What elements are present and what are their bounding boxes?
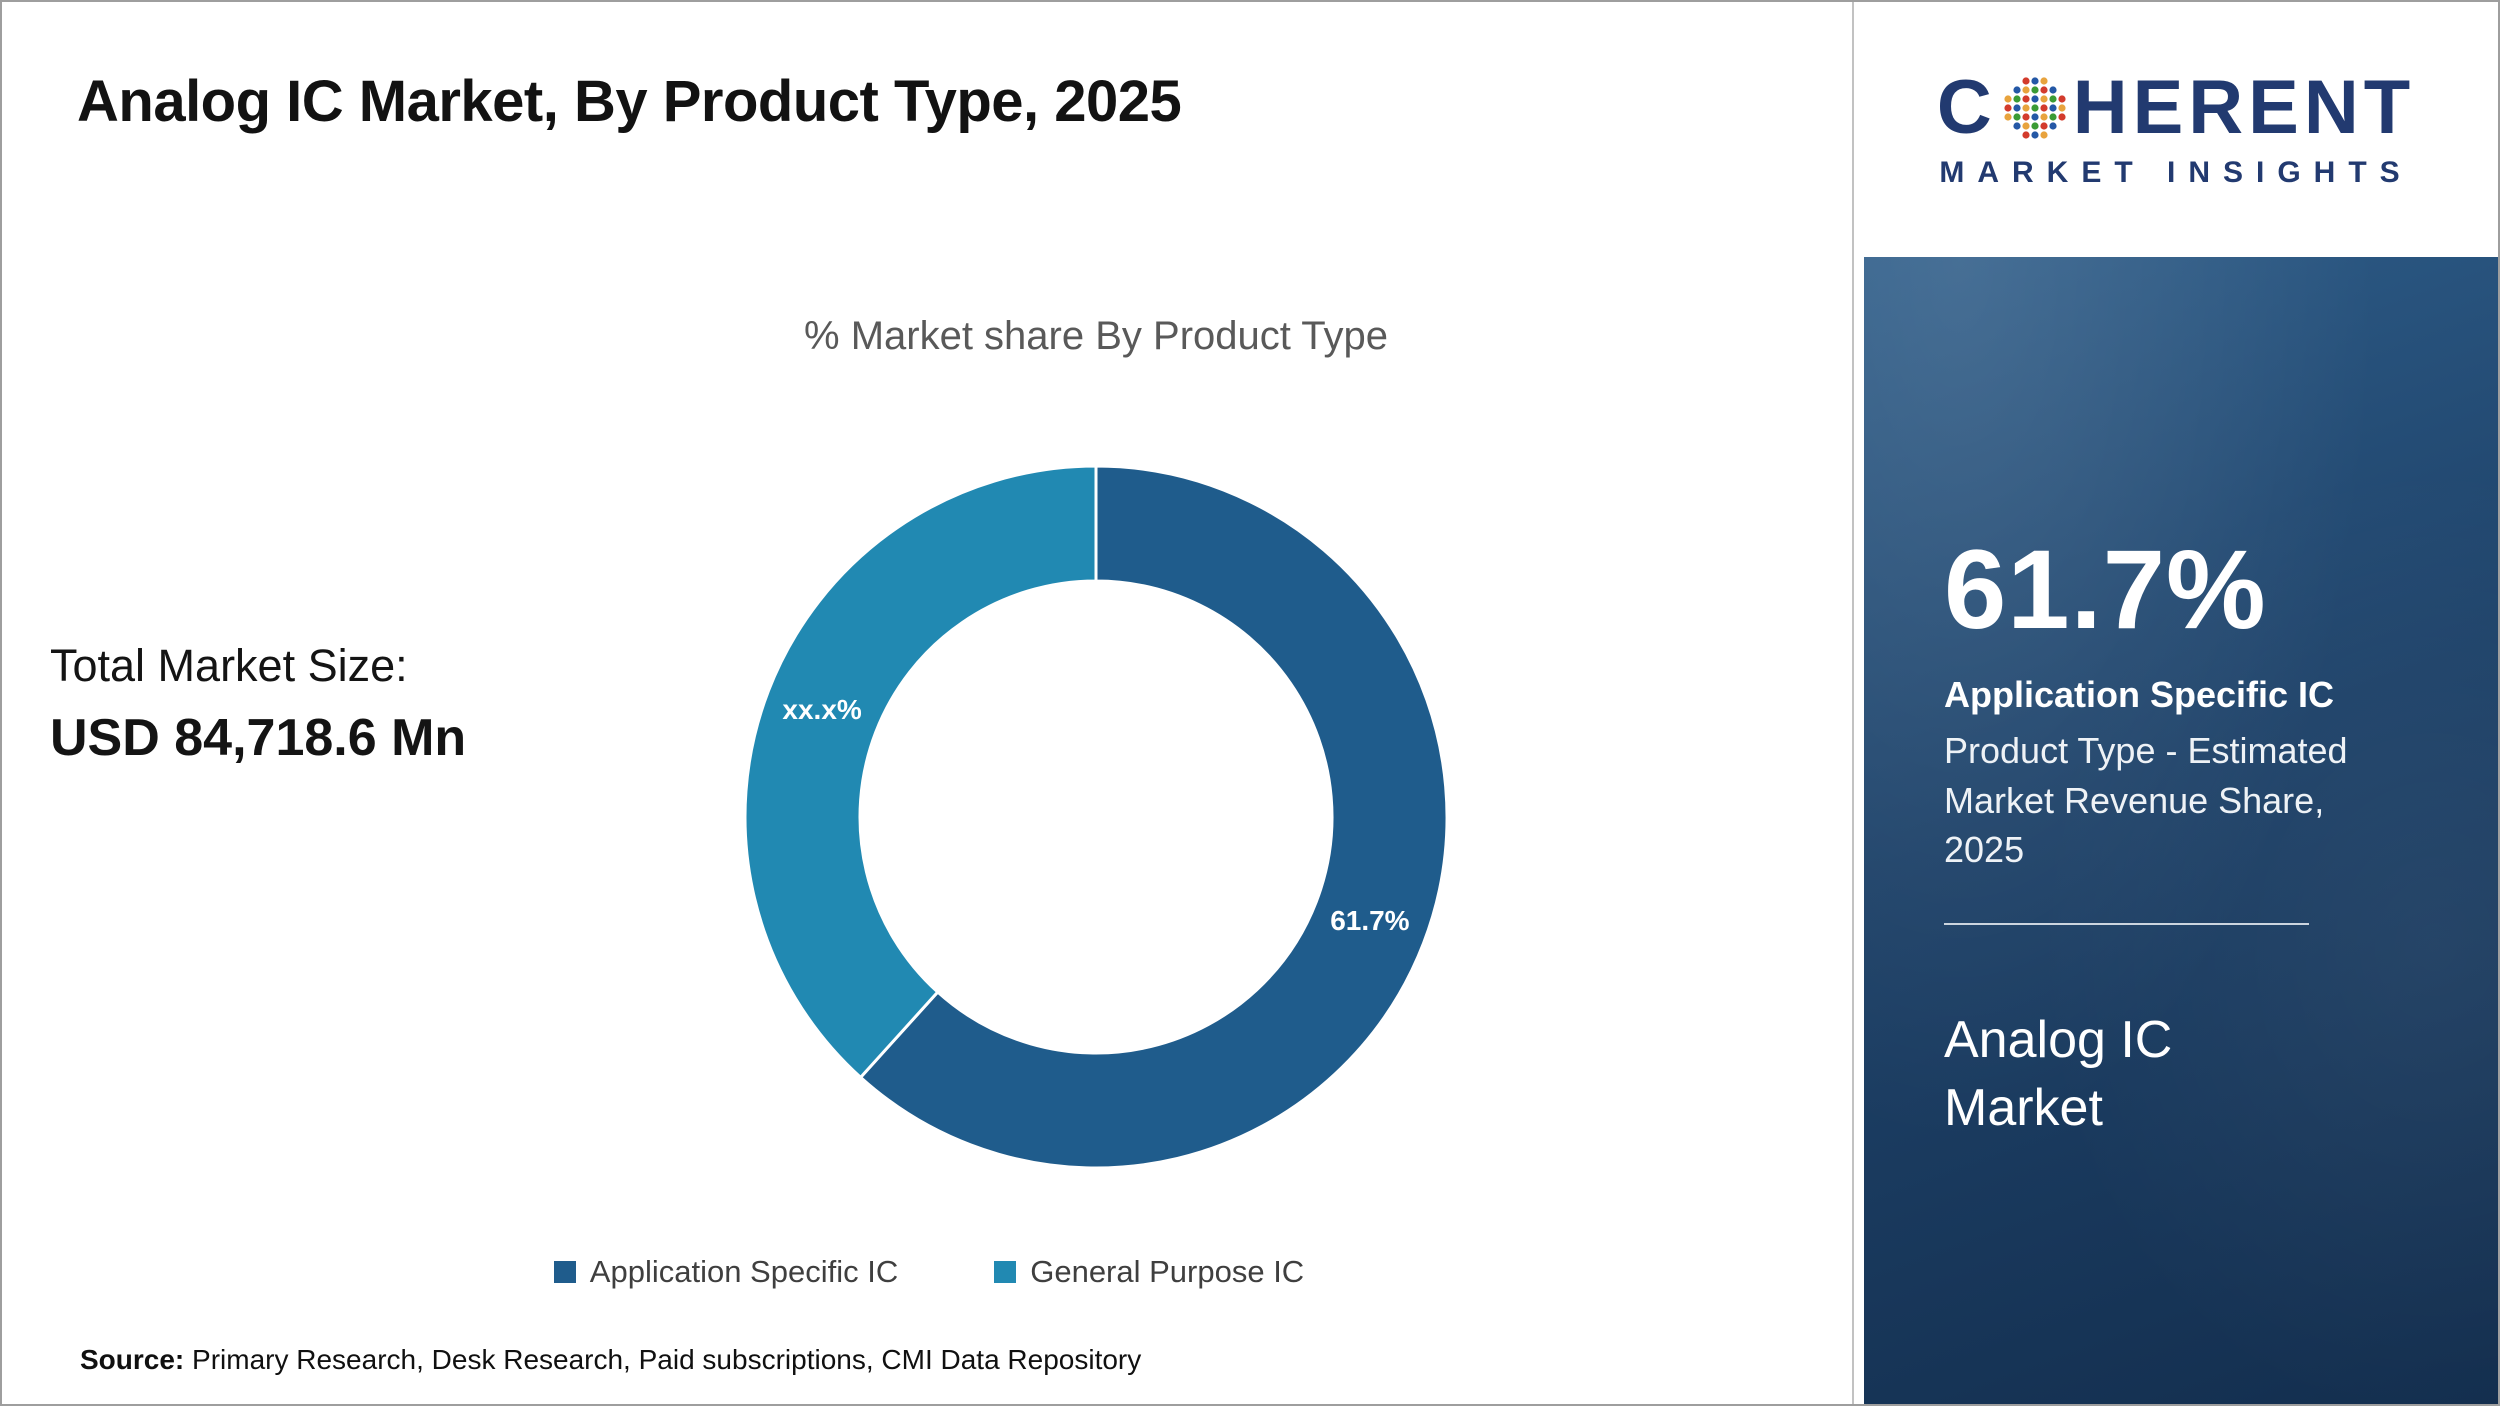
globe-dot xyxy=(2049,94,2057,103)
page-title: Analog IC Market, By Product Type, 2025 xyxy=(77,69,1182,134)
slice-label-2: xx.x% xyxy=(782,694,861,725)
globe-dot xyxy=(2013,112,2021,121)
globe-dot xyxy=(2022,121,2030,130)
legend-item-1: Application Specific IC xyxy=(553,1254,899,1290)
highlight-stat-label: Application Specific IC xyxy=(1944,674,2335,715)
globe-dot xyxy=(2022,103,2030,112)
globe-dot xyxy=(2013,94,2021,103)
legend-item-2: General Purpose IC xyxy=(994,1254,1304,1290)
globe-dot xyxy=(2031,94,2039,103)
globe-dot xyxy=(2031,85,2039,94)
globe-dot xyxy=(2004,112,2012,121)
globe-dot xyxy=(2004,103,2012,112)
legend-label: Application Specific IC xyxy=(589,1254,899,1289)
chart-legend: Application Specific IC General Purpose I… xyxy=(2,1254,1856,1290)
globe-dot xyxy=(2049,85,2057,94)
brand-logo-word-start: C xyxy=(1936,64,1997,150)
globe-dot xyxy=(2022,94,2030,103)
source-line: Source: Primary Research, Desk Research,… xyxy=(80,1344,1141,1376)
total-market-size-label: Total Market Size: xyxy=(50,640,408,691)
globe-dot xyxy=(2049,103,2057,112)
slice-label-1: 61.7% xyxy=(1330,905,1409,936)
globe-dot xyxy=(2049,121,2057,130)
globe-dot xyxy=(2058,103,2066,112)
source-label: Source: xyxy=(80,1344,185,1375)
total-market-size-value: USD 84,718.6 Mn xyxy=(50,709,467,767)
highlight-stat-description: Product Type - Estimated Market Revenue … xyxy=(1944,730,2348,871)
globe-dot xyxy=(2031,130,2039,139)
globe-dot xyxy=(2058,112,2066,121)
coherent-globe-logo-icon xyxy=(2004,76,2066,139)
brand-logo-word-end: HERENT xyxy=(2072,64,2416,150)
globe-dot xyxy=(2040,121,2048,130)
source-text: Primary Research, Desk Research, Paid su… xyxy=(192,1344,1142,1375)
globe-dot xyxy=(2058,94,2066,103)
sidebar-divider xyxy=(1944,923,2309,926)
globe-dot xyxy=(2031,121,2039,130)
globe-dot xyxy=(2022,130,2030,139)
donut-segment-1 xyxy=(858,464,1449,1170)
legend-label: General Purpose IC xyxy=(1030,1254,1305,1289)
donut-chart: 61.7% xx.x% xyxy=(743,464,1449,1170)
globe-dot xyxy=(2040,112,2048,121)
highlight-stat-value: 61.7% xyxy=(1944,527,2267,652)
globe-dot xyxy=(2040,85,2048,94)
brand-sidebar: C HERENT MARKET INSIGHTS 61.7% Applicati… xyxy=(1852,2,2498,1404)
globe-dot xyxy=(2013,85,2021,94)
highlight-panel: 61.7% Application Specific IC Product Ty… xyxy=(1864,257,2498,1404)
globe-dot xyxy=(2004,94,2012,103)
globe-dot xyxy=(2022,112,2030,121)
globe-dot xyxy=(2013,121,2021,130)
donut-segment-2 xyxy=(743,464,1098,1080)
globe-dot xyxy=(2040,130,2048,139)
brand-logo-subtitle: MARKET INSIGHTS xyxy=(1939,155,2413,189)
legend-swatch-icon xyxy=(994,1261,1017,1283)
brand-logo-word: C HERENT xyxy=(1936,64,2416,150)
globe-dot xyxy=(2013,103,2021,112)
chart-title: % Market share By Product Type xyxy=(804,314,1388,358)
globe-dot xyxy=(2022,76,2030,85)
globe-dot xyxy=(2031,112,2039,121)
sidebar-market-name: Analog IC Market xyxy=(1944,1011,2173,1137)
globe-dot xyxy=(2049,112,2057,121)
chart-panel: Analog IC Market, By Product Type, 2025 … xyxy=(2,2,1856,1404)
globe-dot xyxy=(2031,103,2039,112)
globe-dot xyxy=(2022,85,2030,94)
total-market-size: Total Market Size: USD 84,718.6 Mn xyxy=(50,640,466,768)
globe-dot xyxy=(2031,76,2039,85)
globe-dot xyxy=(2040,76,2048,85)
globe-dot xyxy=(2040,94,2048,103)
globe-dot xyxy=(2040,103,2048,112)
legend-swatch-icon xyxy=(553,1261,576,1283)
brand-logo: C HERENT MARKET INSIGHTS xyxy=(1854,2,2498,257)
